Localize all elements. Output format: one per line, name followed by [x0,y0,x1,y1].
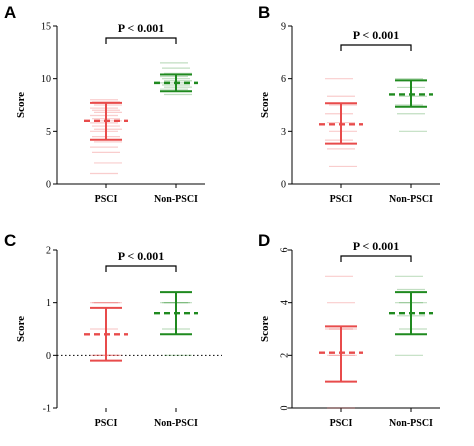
p-value-label: P < 0.001 [118,249,165,263]
panel-a: A 0 5 10 15 Score PSCI Non-PSCI P < 0.001 [4,3,205,205]
x-tick-label: Non-PSCI [389,194,433,205]
y-tick-label: 3 [281,127,286,138]
panel-letter: A [4,3,16,22]
y-tick-label: 5 [46,127,51,138]
significance-bracket [340,255,412,262]
y-tick-label: 10 [41,74,51,85]
y-tick-label: 0 [280,406,291,411]
y-tick-label: 6 [280,248,291,253]
y-tick-label: 9 [281,22,286,33]
y-axis-title: Score [259,316,271,342]
y-tick-label: 4 [280,300,291,305]
panel-c: C -1 0 1 2 Score PSCI Non-PSCI P < 0.001 [4,231,222,429]
y-tick-label: 2 [46,246,51,257]
x-tick-label: Non-PSCI [154,418,198,429]
x-tick-label: PSCI [330,418,353,429]
significance-bracket [105,265,177,272]
y-axis-title: Score [15,316,27,342]
y-tick-label: 15 [41,22,51,33]
y-tick-label: -1 [43,404,51,415]
significance-bracket [105,37,177,44]
y-axis-title: Score [259,92,271,118]
y-tick-label: 0 [281,180,286,191]
p-value-label: P < 0.001 [353,28,400,42]
x-tick-label: PSCI [95,194,118,205]
panel-letter: C [4,231,16,250]
panel-letter: D [258,231,270,250]
panel-b: B 0 3 6 9 Score PSCI Non-PSCI P < 0.001 [258,3,440,205]
x-tick-label: Non-PSCI [389,418,433,429]
y-tick-label: 0 [46,180,51,191]
y-tick-label: 2 [280,353,291,358]
p-value-label: P < 0.001 [118,21,165,35]
y-tick-label: 6 [281,74,286,85]
y-axis-title: Score [15,92,27,118]
x-tick-label: PSCI [95,418,118,429]
y-tick-label: 0 [46,351,51,362]
panel-letter: B [258,3,270,22]
significance-bracket [340,44,412,51]
y-tick-label: 1 [46,298,51,309]
x-tick-label: Non-PSCI [154,194,198,205]
p-value-label: P < 0.001 [353,239,400,253]
x-tick-label: PSCI [330,194,353,205]
panel-d: D 0 2 4 6 Score PSCI Non-PSCI P < 0.001 [258,231,440,429]
